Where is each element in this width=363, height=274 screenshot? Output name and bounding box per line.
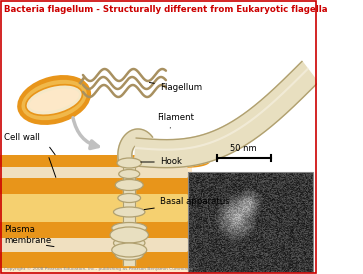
Ellipse shape (112, 243, 147, 257)
Ellipse shape (118, 193, 140, 202)
Text: Filament: Filament (157, 113, 194, 128)
Text: 50 nm: 50 nm (230, 144, 257, 153)
Text: Basal apparatus: Basal apparatus (144, 198, 229, 210)
Ellipse shape (112, 222, 147, 233)
Ellipse shape (114, 237, 145, 249)
Text: Copyright © 2008 Pearson Education, Inc., publishing as Pearson Benjamin Cumming: Copyright © 2008 Pearson Education, Inc.… (4, 267, 193, 271)
Ellipse shape (115, 250, 143, 260)
FancyArrowPatch shape (73, 118, 98, 149)
Bar (188, 172, 313, 272)
Text: Bacteria flagellum - Structurally different from Eukaryotic flagella: Bacteria flagellum - Structurally differ… (4, 4, 328, 13)
Bar (0, 252, 188, 268)
Bar (0, 167, 188, 178)
Bar (0, 178, 188, 194)
Ellipse shape (26, 85, 82, 115)
Ellipse shape (119, 170, 140, 178)
Polygon shape (188, 222, 209, 238)
Ellipse shape (115, 179, 143, 190)
Bar (0, 155, 192, 274)
Polygon shape (118, 129, 152, 162)
Ellipse shape (114, 207, 145, 217)
Ellipse shape (29, 89, 79, 112)
Polygon shape (188, 252, 209, 268)
Polygon shape (188, 155, 209, 167)
Bar (0, 222, 188, 238)
Bar (0, 238, 188, 252)
Ellipse shape (21, 80, 87, 120)
Ellipse shape (110, 227, 148, 243)
Text: Cell wall: Cell wall (4, 133, 40, 142)
Bar (0, 155, 188, 167)
Text: Flagellum: Flagellum (150, 82, 202, 93)
Ellipse shape (18, 76, 90, 124)
Ellipse shape (117, 158, 142, 168)
Bar (0, 194, 188, 222)
Polygon shape (134, 61, 318, 168)
Text: Hook: Hook (141, 158, 182, 167)
Text: Plasma
membrane: Plasma membrane (4, 225, 52, 245)
Polygon shape (188, 178, 209, 194)
